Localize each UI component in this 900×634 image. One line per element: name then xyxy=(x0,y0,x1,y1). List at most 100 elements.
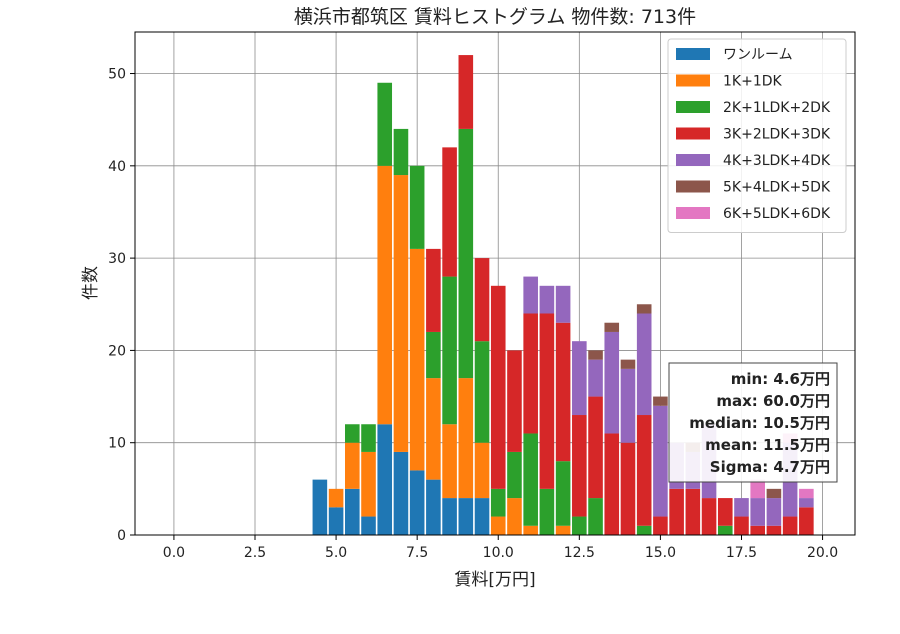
legend-label: 6K+5LDK+6DK xyxy=(723,206,831,222)
legend-swatch xyxy=(676,154,710,166)
bar-segment-series-4 xyxy=(636,313,652,416)
stats-line: median: 10.5万円 xyxy=(689,414,830,432)
bar-segment-series-1 xyxy=(377,165,393,425)
bar-segment-series-2 xyxy=(361,424,376,452)
bar-segment-series-3 xyxy=(572,415,587,517)
bar-segment-series-1 xyxy=(328,488,344,508)
bar-segment-series-6 xyxy=(799,488,814,499)
bar-segment-series-2 xyxy=(717,525,733,535)
bar-segment-series-2 xyxy=(393,128,409,176)
bar-segment-series-2 xyxy=(426,331,441,379)
x-axis-label: 賃料[万円] xyxy=(454,570,535,590)
bar-segment-series-6 xyxy=(750,479,765,499)
bar-segment-series-4 xyxy=(750,498,765,526)
legend-swatch xyxy=(676,180,710,193)
x-tick-label: 15.0 xyxy=(645,545,676,561)
legend-box xyxy=(667,38,847,233)
bar-segment-series-0 xyxy=(345,488,360,535)
legend-label: 2K+1LDK+2DK xyxy=(723,100,831,116)
legend-label: 4K+3LDK+4DK xyxy=(723,153,831,169)
bar-segment-series-3 xyxy=(782,516,798,535)
bar-segment-series-1 xyxy=(393,175,409,452)
bar-segment-series-0 xyxy=(442,498,457,535)
bar-segment-series-0 xyxy=(458,498,474,535)
bar-segment-series-4 xyxy=(620,368,636,443)
bar-segment-series-3 xyxy=(490,285,506,489)
bar-segment-series-0 xyxy=(361,516,376,535)
bar-segment-series-3 xyxy=(799,507,814,535)
bar-segment-series-2 xyxy=(409,165,425,249)
bars xyxy=(312,55,814,535)
bar-segment-series-4 xyxy=(766,498,782,526)
bar-segment-series-1 xyxy=(345,442,360,489)
bar-segment-series-0 xyxy=(377,424,393,535)
bar-segment-series-3 xyxy=(750,525,765,535)
bar-segment-series-5 xyxy=(766,488,782,499)
legend: ワンルーム 1K+1DK 2K+1LDK+2DK 3K+2LDK+3DK 4K+3LDK… xyxy=(667,38,847,233)
bar-segment-series-5 xyxy=(636,304,652,314)
bar-segment-series-3 xyxy=(507,350,522,452)
legend-swatch xyxy=(676,207,710,219)
x-tick-label: 7.5 xyxy=(406,545,428,561)
bar-segment-series-3 xyxy=(766,525,782,535)
bar-segment-series-3 xyxy=(458,55,474,129)
bar-segment-series-1 xyxy=(507,498,522,535)
bar-segment-series-1 xyxy=(474,442,490,499)
bar-segment-series-2 xyxy=(555,461,571,526)
bar-segment-series-3 xyxy=(717,498,733,526)
bar-segment-series-4 xyxy=(523,276,538,314)
bar-segment-series-3 xyxy=(653,516,668,535)
x-tick-label: 2.5 xyxy=(244,545,266,561)
bar-segment-series-2 xyxy=(490,488,506,517)
x-tick-label: 5.0 xyxy=(325,545,347,561)
legend-swatch xyxy=(676,127,710,140)
legend-label: 5K+4LDK+5DK xyxy=(723,180,831,196)
bar-segment-series-3 xyxy=(734,516,749,535)
legend-label: ワンルーム xyxy=(723,47,793,63)
bar-segment-series-4 xyxy=(555,285,571,323)
legend-label: 3K+2LDK+3DK xyxy=(723,127,831,143)
bar-segment-series-1 xyxy=(409,248,425,471)
bar-segment-series-5 xyxy=(653,396,668,406)
y-tick-label: 0 xyxy=(117,528,126,544)
bar-segment-series-3 xyxy=(669,488,684,535)
bar-segment-series-3 xyxy=(701,498,717,535)
plot-frame xyxy=(134,31,856,536)
x-tick-label: 20.0 xyxy=(807,545,838,561)
bar-segment-series-0 xyxy=(328,507,344,535)
bar-segment-series-2 xyxy=(442,276,457,425)
bar-segment-series-2 xyxy=(588,498,603,535)
bar-segment-series-1 xyxy=(442,424,457,499)
stats-line: max: 60.0万円 xyxy=(716,392,830,410)
bar-segment-series-4 xyxy=(734,498,749,517)
bar-segment-series-2 xyxy=(572,516,587,535)
bar-segment-series-3 xyxy=(442,147,457,277)
bar-segment-series-1 xyxy=(490,516,506,535)
bar-segment-series-5 xyxy=(588,350,603,360)
bar-segment-series-1 xyxy=(361,451,376,517)
y-tick-label: 20 xyxy=(108,343,126,359)
bar-segment-series-0 xyxy=(426,479,441,535)
y-tick-label: 10 xyxy=(108,436,126,452)
x-tick-label: 10.0 xyxy=(483,545,514,561)
bar-segment-series-2 xyxy=(539,488,555,535)
stats-line: mean: 11.5万円 xyxy=(705,436,830,454)
bar-segment-series-4 xyxy=(539,285,555,314)
bar-segment-series-3 xyxy=(685,488,701,535)
bar-segment-series-3 xyxy=(523,313,538,434)
legend-label: 1K+1DK xyxy=(723,74,783,90)
bar-segment-series-4 xyxy=(588,359,603,397)
legend-swatch xyxy=(676,74,710,87)
bar-segment-series-3 xyxy=(539,313,555,489)
bar-segment-series-3 xyxy=(604,433,620,535)
stats-line: min: 4.6万円 xyxy=(731,370,830,388)
bar-segment-series-4 xyxy=(572,341,587,416)
stats-box-frame xyxy=(668,362,838,483)
bar-segment-series-5 xyxy=(604,322,620,332)
bar-segment-series-0 xyxy=(312,479,328,535)
bar-segment-series-3 xyxy=(620,442,636,535)
y-tick-label: 30 xyxy=(108,251,126,267)
y-tick-label: 50 xyxy=(108,67,126,83)
